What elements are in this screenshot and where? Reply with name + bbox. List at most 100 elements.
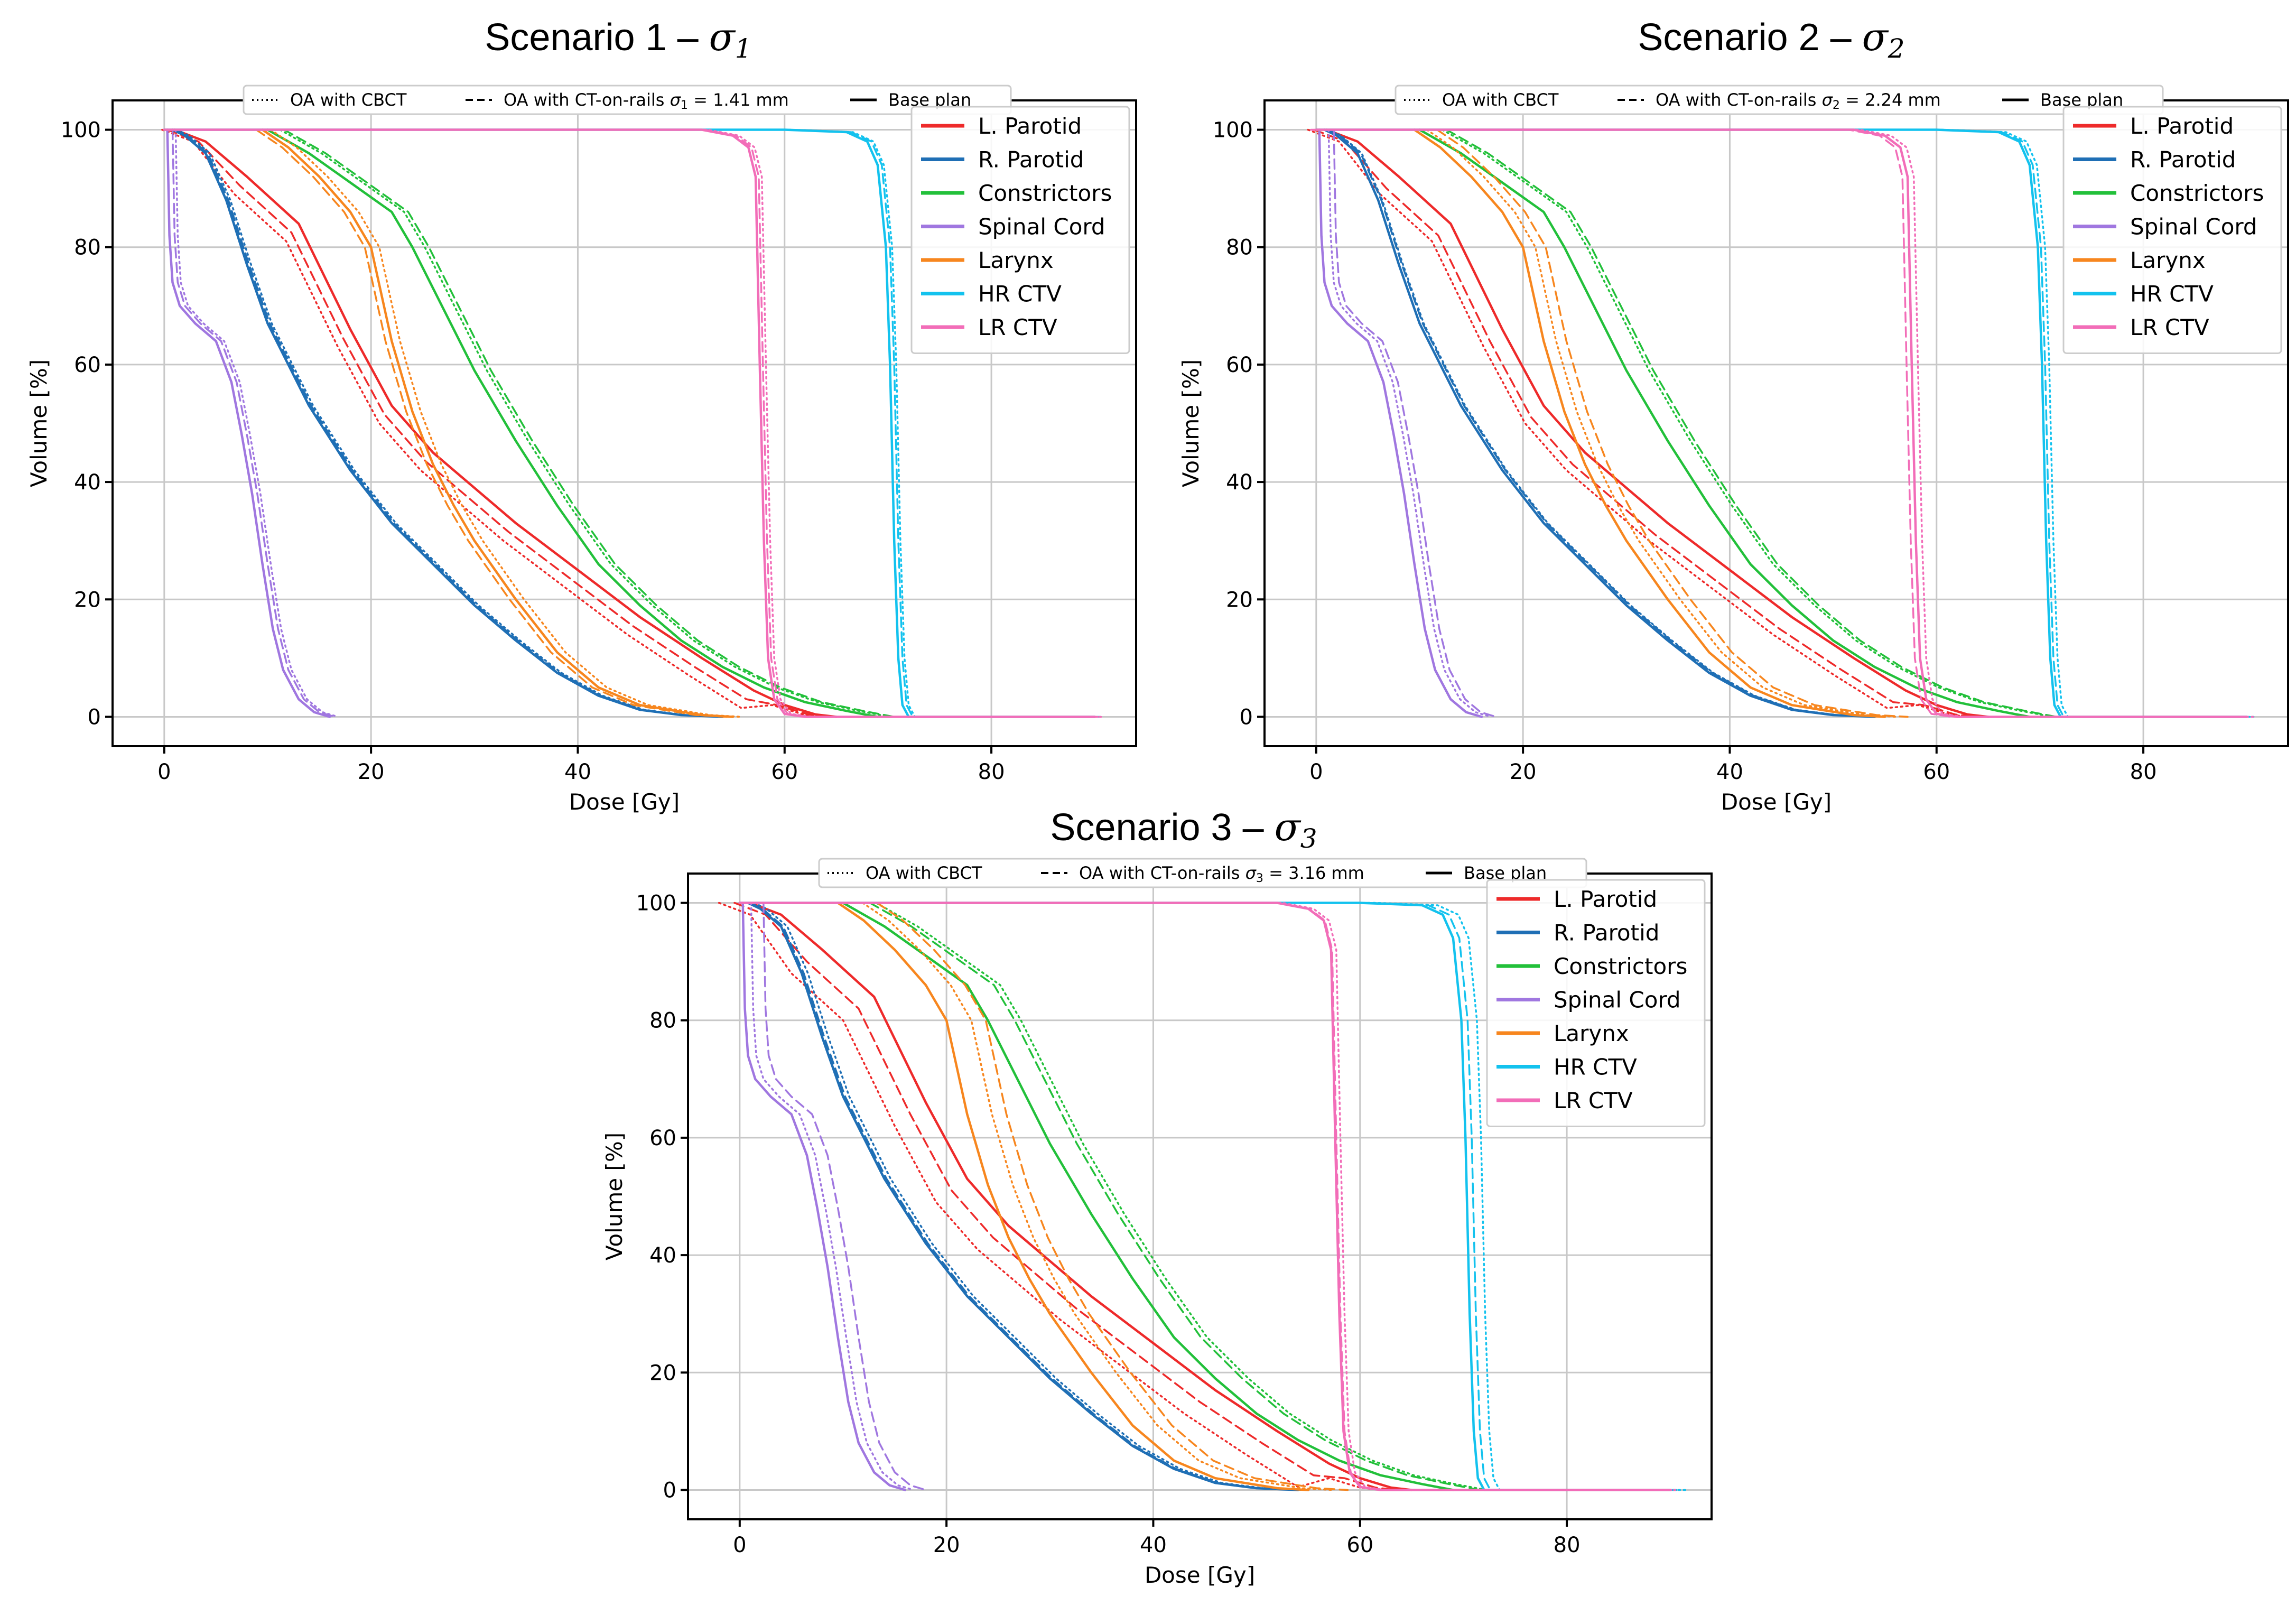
x-tick-label: 20 [1510,760,1537,784]
legend-ct-on-rails-label: OA with CT-on-rails σ1 = 1.41 mm [504,90,789,112]
lr-ctv-base-plan-line [1315,128,2248,718]
y-tick-label: 60 [74,353,101,377]
legend-label-lr-ctv: LR CTV [2130,314,2209,340]
y-tick-label: 60 [649,1126,676,1150]
line-style-legend: OA with CBCT OA with CT-on-rails σ2 = 2.2… [1395,85,2164,115]
grid-lines [113,100,1136,746]
r-parotid-base-plan-line [1323,128,1876,718]
l-parotid-cbct-line [718,902,1382,1491]
x-tick-label: 80 [1554,1533,1581,1557]
legend-label-hr-ctv: HR CTV [2130,281,2214,307]
legend-cbct-label: OA with CBCT [1442,90,1559,110]
legend-label-larynx: Larynx [1554,1020,1629,1046]
chart-title-prefix: Scenario 2 – [1638,16,1862,59]
chart-title-sigma: σ [1275,805,1302,849]
spinal-cord-ct-on-rails-line [763,902,927,1491]
lr-ctv-base-plan-line [738,902,1671,1491]
hr-ctv-base-plan-line [738,902,1671,1491]
r-parotid-base-plan-line [171,128,724,718]
y-axis-label: Volume [%] [601,1132,627,1260]
legend-ct-on-rails-sigma: σ [670,90,682,110]
legend-label-hr-ctv: HR CTV [978,281,1062,307]
y-axis-label: Volume [%] [26,359,52,487]
legend-label-constrictors: Constrictors [1554,953,1687,979]
l-parotid-base-plan-line [749,902,1413,1491]
l-parotid-ct-on-rails-line [1313,128,1977,718]
series-group [718,902,1687,1491]
l-parotid-ct-on-rails-line [733,902,1397,1491]
larynx-ct-on-rails-line [876,902,1349,1491]
legend-label-spinal-cord: Spinal Cord [1554,987,1681,1013]
constrictors-base-plan-line [266,128,879,718]
larynx-ct-on-rails-line [255,128,728,718]
x-tick-label: 40 [1716,760,1743,784]
constrictors-base-plan-line [1418,128,2031,718]
chart-title-sigma: σ [1862,15,1889,59]
series-group [1307,128,2255,718]
larynx-cbct-line [1426,128,1899,718]
structure-legend-box [910,106,1130,354]
series-group [161,128,1102,718]
y-tick-label: 0 [88,705,101,729]
line-style-legend-box [818,858,1587,888]
line-style-legend: OA with CBCT OA with CT-on-rails σ3 = 3.1… [818,858,1587,888]
constrictors-cbct-line [875,902,1488,1491]
legend-cbct-label: OA with CBCT [866,863,982,883]
y-axis-label: Volume [%] [1178,359,1204,487]
l-parotid-base-plan-line [173,128,838,718]
larynx-ct-on-rails-line [1436,128,1909,718]
larynx-cbct-line [269,128,742,718]
y-tick-label: 80 [649,1009,676,1033]
legend-ct-on-rails-suffix: = 1.41 mm [688,90,789,110]
y-tick-label: 40 [649,1243,676,1268]
x-axis-label: Dose [Gy] [1721,789,1832,815]
legend-label-l-parotid: L. Parotid [978,113,1082,139]
chart-title: Scenario 3 – σ3 [1050,805,1317,854]
scenario-2-chart: Scenario 2 – σ20 20 40 60 80020406080100Dose… [1178,15,2289,815]
x-tick-label: 0 [157,760,171,784]
spinal-cord-base-plan-line [741,902,907,1491]
y-tick-label: 100 [1213,118,1253,143]
x-tick-label: 80 [978,760,1005,784]
larynx-cbct-line [861,902,1334,1491]
legend-ct-on-rails-sub: 1 [681,99,688,112]
r-parotid-cbct-line [753,902,1305,1491]
scenario-1-chart: Scenario 1 – σ10 20 40 60 80020406080100Dose… [26,15,1137,815]
line-style-legend: OA with CBCT OA with CT-on-rails σ1 = 1.4… [243,85,1012,115]
hr-ctv-base-plan-line [1315,128,2248,718]
spinal-cord-ct-on-rails-line [1333,128,1498,718]
legend-ct-on-rails-suffix: = 2.24 mm [1840,90,1941,110]
legend-label-larynx: Larynx [978,247,1054,273]
larynx-base-plan-line [836,902,1310,1491]
x-tick-label: 40 [1140,1533,1167,1557]
r-parotid-cbct-line [175,128,728,718]
structure-legend-box [1486,879,1706,1127]
structure-legend-box [2062,106,2282,354]
chart-title: Scenario 2 – σ2 [1638,15,1904,64]
legend-ct-on-rails-label: OA with CT-on-rails σ3 = 3.16 mm [1079,863,1364,885]
legend-ct-on-rails-sub: 2 [1833,99,1840,112]
structure-legend: L. Parotid R. Parotid Constrictors Spinal C… [2062,106,2282,354]
y-tick-label: 20 [649,1361,676,1385]
legend-label-spinal-cord: Spinal Cord [2130,214,2257,240]
y-tick-label: 100 [636,892,676,916]
legend-label-l-parotid: L. Parotid [2130,113,2234,139]
larynx-base-plan-line [1413,128,1886,718]
structure-legend: L. Parotid R. Parotid Constrictors Spinal C… [910,106,1130,354]
legend-label-constrictors: Constrictors [978,180,1112,206]
y-tick-label: 40 [1226,470,1253,495]
x-tick-label: 0 [733,1533,746,1557]
y-tick-label: 100 [61,118,101,143]
x-tick-label: 20 [933,1533,960,1557]
constrictors-cbct-line [279,128,891,718]
y-tick-label: 0 [663,1478,676,1502]
x-axis-label: Dose [Gy] [569,789,680,815]
legend-ct-on-rails-sub: 3 [1256,872,1263,885]
legend-ct-on-rails-sigma: σ [1822,90,1834,110]
x-tick-label: 0 [1309,760,1323,784]
legend-label-hr-ctv: HR CTV [1554,1054,1637,1080]
legend-label-r-parotid: R. Parotid [1554,920,1659,946]
legend-label-lr-ctv: LR CTV [978,314,1057,340]
structure-legend: L. Parotid R. Parotid Constrictors Spinal C… [1486,879,1706,1127]
chart-title: Scenario 1 – σ1 [485,15,751,64]
